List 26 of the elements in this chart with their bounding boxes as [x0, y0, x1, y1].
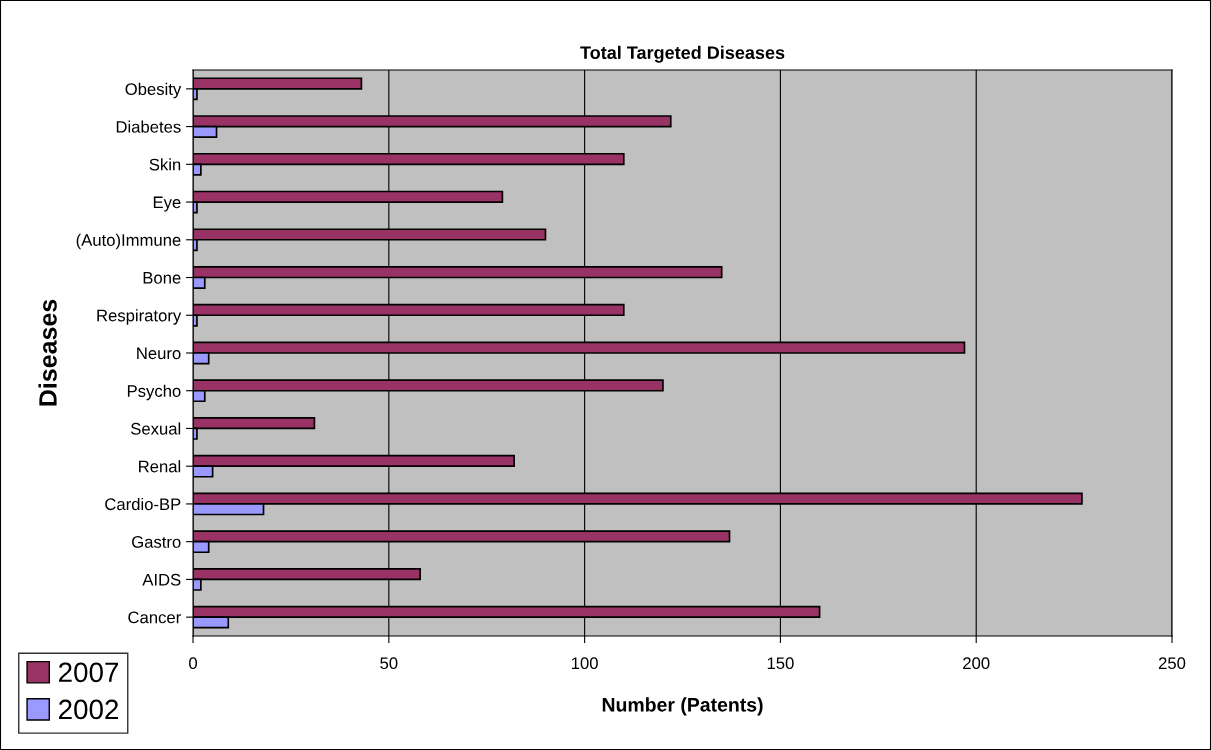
x-tick-label: 50 — [380, 657, 398, 670]
y-axis-title: Diseases — [38, 299, 57, 406]
y-tick-label: Sexual — [131, 422, 181, 435]
y-tick-label: Diabetes — [116, 120, 181, 133]
y-tick-label: Renal — [139, 460, 181, 473]
y-tick-label: Skin — [149, 158, 181, 171]
y-tick-label: Bone — [143, 272, 181, 284]
x-axis-title: Number (Patents) — [602, 697, 763, 716]
legend-label: 2002 — [59, 699, 119, 720]
y-tick-label: Cancer — [128, 611, 181, 624]
x-tick-label: 100 — [571, 657, 598, 670]
y-tick-label: Cardio-BP — [105, 497, 181, 511]
y-tick-label: AIDS — [142, 573, 181, 586]
x-tick-label: 200 — [963, 657, 990, 670]
y-tick-label: Respiratory — [97, 309, 182, 325]
x-tick-label: 150 — [767, 657, 794, 670]
x-tick-label: 250 — [1158, 657, 1186, 670]
y-tick-label: Eye — [153, 196, 181, 212]
y-tick-label: (Auto)Immune — [76, 233, 181, 250]
legend-label: 2007 — [59, 662, 119, 683]
y-tick-label: Psycho — [127, 384, 181, 401]
y-tick-label: Obesity — [125, 82, 182, 99]
x-tick-label: 0 — [189, 657, 198, 670]
y-tick-label: Gastro — [132, 536, 181, 548]
y-tick-label: Neuro — [137, 347, 181, 360]
chart-title: Total Targeted Diseases — [580, 45, 785, 63]
